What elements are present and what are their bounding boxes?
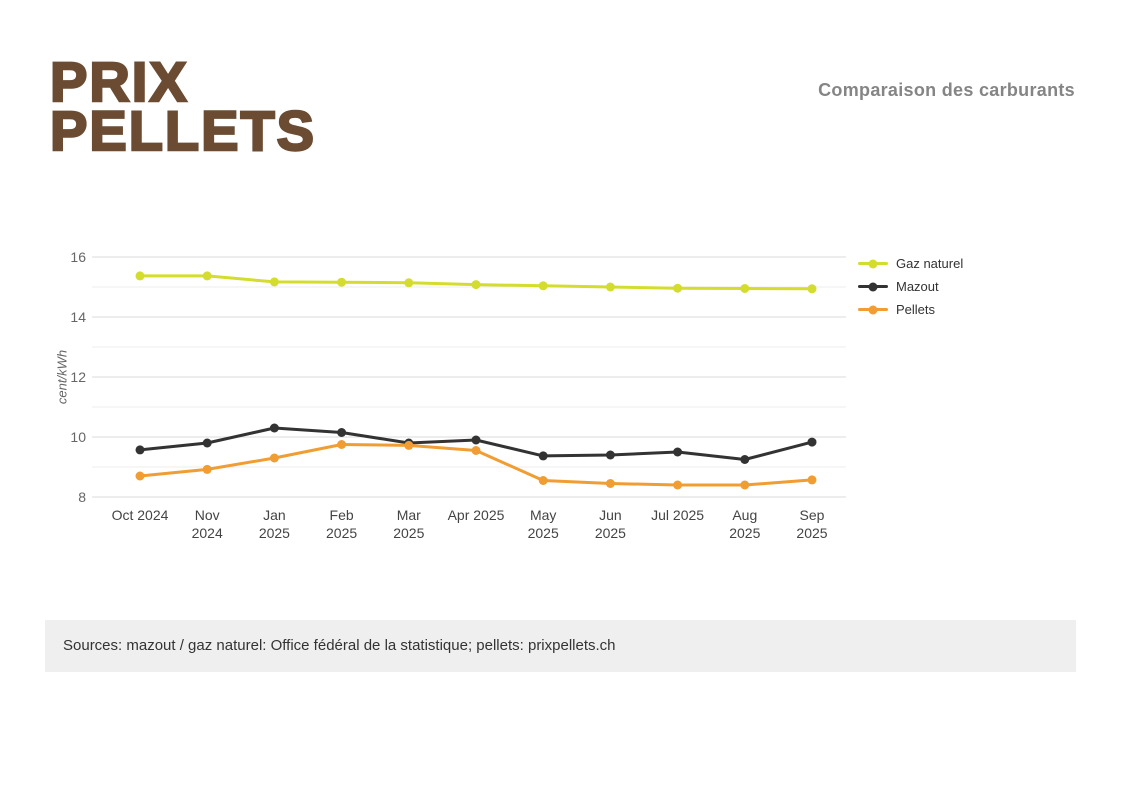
legend-marker-icon [868, 282, 878, 291]
data-point-pellets-0[interactable] [135, 471, 145, 481]
data-point-pellets-6[interactable] [538, 476, 548, 485]
logo-line-2: PELLETS [49, 98, 317, 162]
chart-canvas[interactable] [92, 245, 848, 515]
logo-line-1: PRIX [49, 50, 189, 113]
data-point-gaz-naturel-5[interactable] [471, 280, 481, 290]
data-point-gaz-naturel-7[interactable] [605, 282, 615, 292]
data-point-gaz-naturel-4[interactable] [404, 278, 414, 288]
data-point-mazout-2[interactable] [269, 423, 279, 433]
data-point-gaz-naturel-0[interactable] [135, 271, 145, 281]
legend-item-mazout[interactable]: Mazout [858, 275, 963, 298]
data-point-mazout-0[interactable] [135, 445, 145, 455]
legend-marker-icon [868, 305, 878, 314]
y-tick-label-10: 10 [70, 429, 86, 445]
data-point-pellets-3[interactable] [337, 440, 347, 449]
logo: PRIX PELLETS [49, 50, 317, 162]
x-tick-label-9: Aug 2025 [729, 507, 761, 541]
legend-label-pellets: Pellets [896, 302, 936, 317]
data-point-mazout-9[interactable] [740, 455, 750, 464]
data-point-gaz-naturel-1[interactable] [202, 271, 212, 281]
legend-line-sample-pellets [858, 305, 888, 314]
source-text: Sources: mazout / gaz naturel: Office fé… [63, 637, 616, 654]
y-tick-label-16: 16 [70, 249, 86, 265]
data-point-pellets-9[interactable] [740, 480, 750, 490]
x-tick-label-4: Mar 2025 [393, 507, 425, 541]
data-point-mazout-1[interactable] [202, 438, 212, 448]
data-point-pellets-10[interactable] [807, 475, 817, 485]
y-tick-label-8: 8 [78, 489, 86, 505]
legend-label-mazout: Mazout [896, 279, 939, 294]
data-point-pellets-1[interactable] [202, 464, 212, 474]
x-tick-label-1: Nov 2024 [191, 507, 223, 541]
legend-line-sample-mazout [858, 282, 888, 291]
data-point-gaz-naturel-10[interactable] [807, 284, 817, 294]
x-tick-label-2: Jan 2025 [258, 507, 290, 541]
data-point-mazout-5[interactable] [471, 435, 481, 445]
legend-item-pellets[interactable]: Pellets [858, 298, 963, 321]
y-tick-label-12: 12 [70, 369, 86, 385]
data-point-mazout-8[interactable] [673, 447, 683, 457]
data-point-gaz-naturel-9[interactable] [740, 284, 750, 293]
legend-marker-icon [868, 259, 878, 268]
x-tick-label-3: Feb 2025 [326, 507, 358, 541]
x-tick-label-10: Sep 2025 [796, 507, 828, 541]
data-point-pellets-4[interactable] [404, 440, 414, 450]
data-point-gaz-naturel-6[interactable] [538, 281, 548, 291]
x-tick-label-6: May 2025 [527, 507, 559, 541]
data-point-gaz-naturel-3[interactable] [337, 277, 347, 287]
legend: Gaz naturel Mazout Pellets [858, 252, 963, 321]
legend-line-sample-gaz-naturel [858, 259, 888, 268]
data-point-mazout-10[interactable] [807, 437, 817, 447]
page-title: Comparaison des carburants [818, 80, 1075, 100]
data-point-pellets-7[interactable] [605, 479, 615, 488]
data-point-gaz-naturel-8[interactable] [673, 283, 683, 293]
data-point-pellets-5[interactable] [471, 446, 481, 455]
data-point-mazout-3[interactable] [337, 428, 347, 437]
x-tick-label-0: Oct 2024 [111, 507, 169, 523]
data-point-mazout-6[interactable] [538, 451, 548, 461]
data-point-pellets-2[interactable] [269, 453, 279, 463]
x-tick-label-5: Apr 2025 [447, 507, 505, 523]
legend-label-gaz-naturel: Gaz naturel [896, 256, 964, 271]
y-tick-label-14: 14 [70, 309, 86, 325]
source-bar: Sources: mazout / gaz naturel: Office fé… [45, 620, 1076, 672]
data-point-gaz-naturel-2[interactable] [269, 277, 279, 287]
x-tick-label-7: Jun 2025 [594, 507, 626, 541]
data-point-mazout-7[interactable] [605, 450, 615, 460]
x-tick-label-8: Jul 2025 [651, 507, 705, 523]
data-point-pellets-8[interactable] [673, 480, 683, 490]
legend-item-gaz-naturel[interactable]: Gaz naturel [858, 252, 963, 275]
